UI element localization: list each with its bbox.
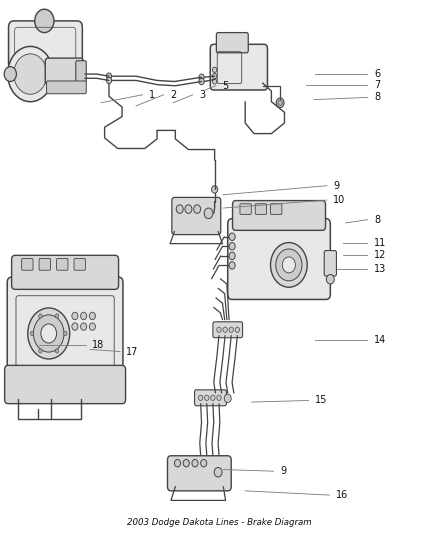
FancyBboxPatch shape (240, 204, 251, 214)
Text: 8: 8 (374, 215, 380, 225)
Circle shape (212, 79, 217, 84)
Circle shape (14, 54, 47, 94)
Text: 2: 2 (170, 90, 177, 100)
FancyBboxPatch shape (167, 456, 231, 491)
Text: 15: 15 (315, 395, 328, 406)
FancyBboxPatch shape (271, 204, 282, 214)
FancyBboxPatch shape (324, 251, 336, 276)
FancyBboxPatch shape (213, 322, 243, 338)
Circle shape (223, 327, 227, 333)
Circle shape (199, 78, 204, 85)
FancyBboxPatch shape (210, 44, 268, 90)
Circle shape (4, 67, 16, 82)
FancyBboxPatch shape (45, 58, 83, 85)
Circle shape (198, 395, 203, 400)
Circle shape (278, 100, 283, 106)
FancyBboxPatch shape (74, 259, 85, 270)
Circle shape (174, 459, 180, 467)
FancyBboxPatch shape (21, 259, 33, 270)
Circle shape (192, 459, 198, 467)
Text: 12: 12 (374, 250, 386, 260)
Circle shape (276, 98, 284, 108)
FancyBboxPatch shape (255, 204, 267, 214)
Circle shape (201, 459, 207, 467)
FancyBboxPatch shape (172, 197, 221, 235)
Text: 6: 6 (374, 69, 380, 79)
Circle shape (72, 312, 78, 320)
FancyBboxPatch shape (228, 219, 330, 300)
Circle shape (229, 262, 235, 269)
FancyBboxPatch shape (12, 255, 119, 289)
Circle shape (64, 332, 67, 336)
Circle shape (81, 323, 87, 330)
Circle shape (55, 349, 59, 353)
Circle shape (276, 249, 302, 281)
Text: 7: 7 (374, 80, 380, 90)
Circle shape (183, 459, 189, 467)
FancyBboxPatch shape (46, 81, 86, 94)
FancyBboxPatch shape (7, 277, 123, 377)
Circle shape (72, 323, 78, 330)
Circle shape (229, 243, 235, 250)
Circle shape (55, 314, 59, 318)
Circle shape (212, 185, 218, 193)
Text: 10: 10 (333, 195, 346, 205)
Text: 14: 14 (374, 335, 386, 345)
Circle shape (89, 312, 95, 320)
Circle shape (106, 73, 112, 79)
Circle shape (229, 233, 235, 240)
Circle shape (176, 205, 183, 213)
FancyBboxPatch shape (39, 259, 50, 270)
Text: 2003 Dodge Dakota Lines - Brake Diagram: 2003 Dodge Dakota Lines - Brake Diagram (127, 518, 311, 527)
Circle shape (39, 314, 42, 318)
Circle shape (214, 467, 222, 477)
Text: 9: 9 (280, 466, 286, 476)
Circle shape (211, 395, 215, 400)
Circle shape (326, 274, 334, 284)
Circle shape (229, 327, 233, 333)
Circle shape (81, 312, 87, 320)
Circle shape (205, 395, 209, 400)
FancyBboxPatch shape (76, 61, 86, 82)
FancyBboxPatch shape (5, 366, 126, 403)
Circle shape (35, 9, 54, 33)
FancyBboxPatch shape (233, 200, 325, 230)
Circle shape (28, 308, 70, 359)
Circle shape (106, 77, 112, 84)
Text: 13: 13 (374, 264, 386, 273)
Circle shape (194, 205, 201, 213)
Circle shape (229, 252, 235, 260)
Circle shape (283, 257, 295, 273)
Circle shape (212, 74, 217, 79)
Circle shape (41, 324, 57, 343)
Circle shape (271, 243, 307, 287)
Text: 16: 16 (336, 490, 348, 500)
Circle shape (89, 323, 95, 330)
Circle shape (33, 315, 64, 352)
Text: 18: 18 (92, 340, 105, 350)
Circle shape (212, 67, 217, 72)
FancyBboxPatch shape (57, 259, 68, 270)
Circle shape (199, 74, 204, 80)
Text: 11: 11 (374, 238, 386, 247)
FancyBboxPatch shape (9, 21, 82, 70)
Circle shape (39, 349, 42, 353)
FancyBboxPatch shape (216, 33, 248, 53)
Text: 8: 8 (374, 92, 380, 102)
Text: 5: 5 (223, 81, 229, 91)
Text: 9: 9 (333, 181, 339, 191)
Circle shape (185, 205, 192, 213)
Circle shape (217, 327, 221, 333)
Circle shape (30, 332, 34, 336)
Circle shape (204, 208, 213, 219)
FancyBboxPatch shape (194, 390, 226, 406)
Circle shape (235, 327, 240, 333)
Circle shape (217, 395, 221, 400)
Text: 17: 17 (127, 346, 139, 357)
Text: 3: 3 (199, 90, 205, 100)
Circle shape (8, 46, 53, 102)
Circle shape (224, 394, 231, 402)
Text: 1: 1 (149, 90, 155, 100)
